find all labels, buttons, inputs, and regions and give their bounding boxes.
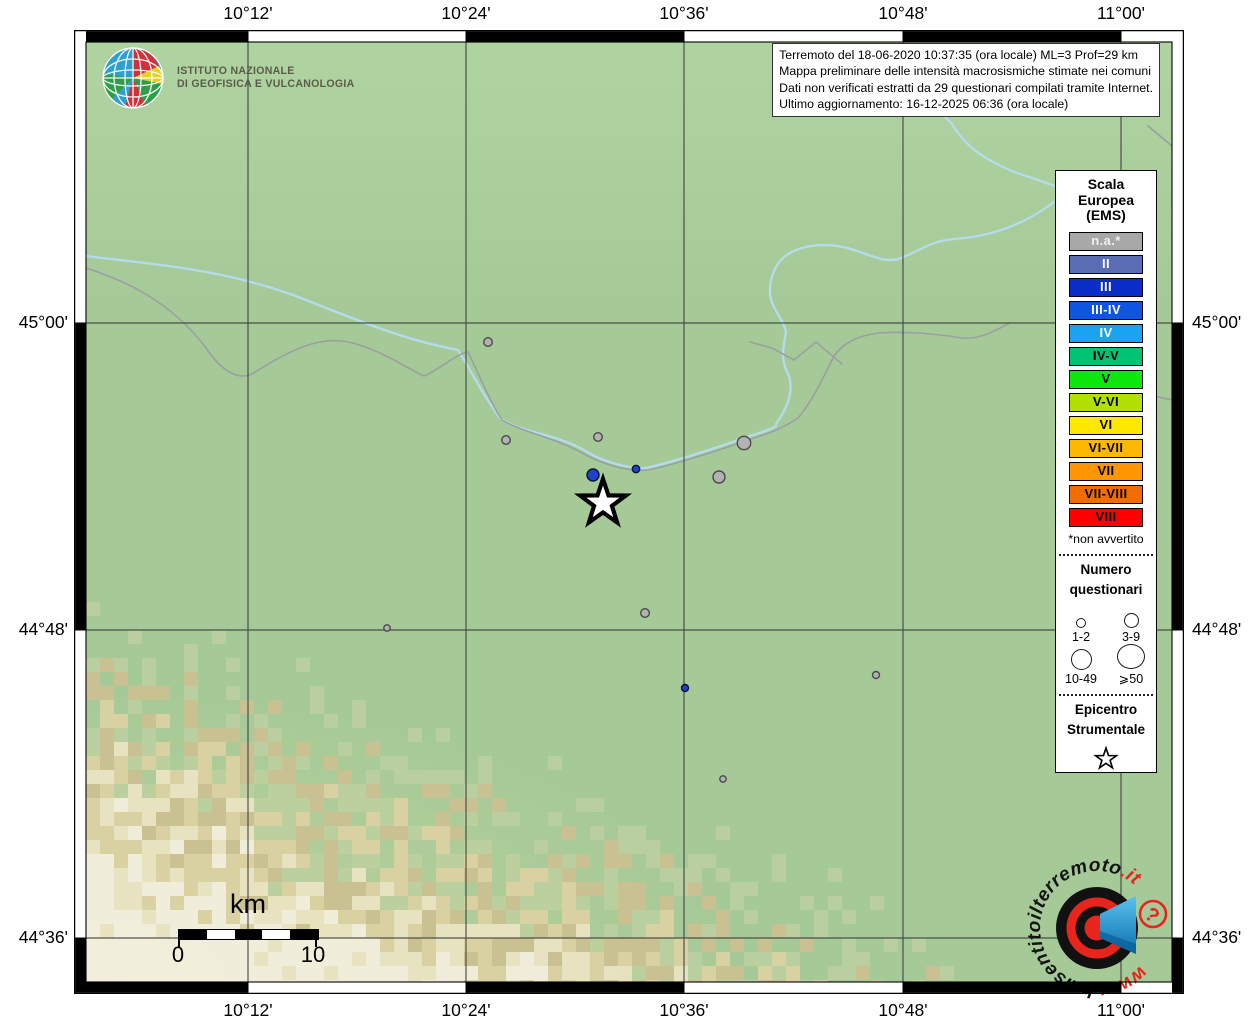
axis-label-top: 11°00'	[1097, 3, 1145, 23]
not-felt-questionnaire-point	[483, 337, 494, 348]
scalebar-segment	[179, 930, 207, 939]
axis-label-right: 45°00'	[1192, 312, 1242, 332]
not-felt-questionnaire-point	[736, 435, 752, 451]
felt-questionnaire-point	[586, 468, 600, 482]
questionnaires-title-line2: questionari	[1069, 581, 1143, 597]
ingv-line2: DI GEOFISICA E VULCANOLOGIA	[177, 78, 355, 90]
scalebar-start-label: 0	[171, 942, 185, 967]
legend-title-line1: Scala	[1087, 176, 1125, 192]
epicenter-title-line1: Epicentro	[1074, 701, 1138, 717]
legend-divider-1	[1059, 553, 1153, 556]
felt-questionnaire-point	[631, 464, 641, 474]
legend-panel: Scala Europea (EMS) n.a.* II III III-IV IV IV…	[1055, 170, 1157, 773]
epicenter-legend-title: Epicentro Strumentale	[1056, 700, 1156, 740]
intensity-chip: V-VI	[1069, 392, 1143, 412]
axis-label-left: 44°48'	[18, 619, 68, 639]
questionnaire-size-circle-icon	[1123, 612, 1139, 628]
intensity-chip: V	[1069, 369, 1143, 389]
axis-label-bottom: 10°36'	[659, 1000, 709, 1020]
info-line-updated: Ultimo aggiornamento: 16-12-2025 06:36 (…	[779, 96, 1069, 111]
axis-label-bottom: 10°24'	[441, 1000, 491, 1020]
scalebar-unit-label: km	[230, 889, 266, 919]
questionnaire-size-item: 3-9	[1106, 602, 1156, 644]
ingv-wordmark: ISTITUTO NAZIONALE DI GEOFISICA E VULCAN…	[177, 65, 355, 92]
axis-label-right: 44°48'	[1192, 619, 1242, 639]
map-canvas	[86, 42, 1172, 982]
ingv-globe-icon	[102, 47, 164, 109]
intensity-chip: III-IV	[1069, 300, 1143, 320]
not-felt-questionnaire-point	[501, 435, 512, 446]
intensity-chip: VI	[1069, 415, 1143, 435]
questionnaire-size-label: 10-49	[1065, 671, 1097, 686]
scalebar-segment	[206, 930, 235, 939]
axis-label-bottom: 10°48'	[878, 1000, 928, 1020]
intensity-chip: III	[1069, 277, 1143, 297]
info-line-data-source: Dati non verificati estratti da 29 quest…	[779, 80, 1153, 95]
not-felt-questionnaire-point	[640, 608, 651, 619]
scalebar-segment	[234, 930, 263, 939]
legend-title-line2: Europea	[1077, 191, 1134, 208]
legend-title-line3: (EMS)	[1086, 207, 1126, 223]
questionnaire-size-label: 1-2	[1071, 629, 1091, 644]
not-felt-questionnaire-point	[719, 775, 727, 783]
intensity-chip: VII-VIII	[1069, 484, 1143, 504]
questionnaire-size-item: ⩾50	[1106, 643, 1156, 686]
epicenter-title-line2: Strumentale	[1066, 721, 1146, 737]
questionnaire-size-circle-icon	[1076, 617, 1086, 628]
axis-label-left: 45°00'	[18, 312, 68, 332]
questionnaire-size-item: 1-2	[1056, 602, 1106, 644]
questionnaire-size-label: 3-9	[1121, 629, 1141, 644]
intensity-chip: II	[1069, 254, 1143, 274]
questionnaire-size-circle-icon	[1070, 648, 1092, 670]
questionnaire-size-legend: 1-2 3-9 10-49 ⩾50	[1056, 602, 1156, 686]
ingv-logo: ISTITUTO NAZIONALE DI GEOFISICA E VULCAN…	[101, 46, 362, 110]
axis-label-top: 10°48'	[878, 3, 928, 23]
not-felt-questionnaire-point	[712, 470, 726, 484]
scalebar-segment	[262, 930, 291, 939]
axis-label-bottom: 10°12'	[223, 1000, 273, 1020]
questionnaire-size-label: ⩾50	[1118, 671, 1144, 686]
felt-questionnaire-point	[680, 683, 690, 693]
intensity-scale: n.a.* II III III-IV IV IV-V V V-VI VI VI-VII VII VI…	[1056, 231, 1156, 527]
scalebar-segment	[290, 930, 318, 939]
axis-label-left: 44°36'	[18, 927, 68, 947]
axis-label-right: 44°36'	[1192, 927, 1242, 947]
scalebar-end-label: 10	[300, 942, 326, 967]
intensity-chip: IV	[1069, 323, 1143, 343]
axis-label-bottom: 11°00'	[1097, 1000, 1145, 1020]
questionnaires-title-line1: Numero	[1080, 561, 1132, 577]
axis-label-top: 10°12'	[223, 3, 273, 23]
legend-footnote: *non avvertito	[1068, 531, 1144, 546]
earthquake-info-box: Terremoto del 18-06-2020 10:37:35 (ora l…	[772, 43, 1160, 118]
map-svg	[86, 42, 1172, 982]
ingv-line1: ISTITUTO NAZIONALE	[177, 64, 295, 77]
legend-title: Scala Europea (EMS)	[1056, 176, 1156, 224]
epicenter-legend-star-icon	[1093, 744, 1119, 770]
not-felt-questionnaire-point	[593, 432, 604, 443]
intensity-chip: IV-V	[1069, 346, 1143, 366]
info-line-map-type: Mappa preliminare delle intensità macros…	[779, 64, 1151, 79]
axis-label-top: 10°36'	[659, 3, 709, 23]
info-line-event: Terremoto del 18-06-2020 10:37:35 (ora l…	[779, 48, 1138, 62]
scalebar	[178, 929, 319, 940]
haisentitoilterremoto-logo: ? www.haisentitoilterremoto.it	[1024, 855, 1168, 1001]
intensity-chip: VI-VII	[1069, 438, 1143, 458]
intensity-chip: n.a.*	[1069, 231, 1143, 251]
intensity-chip: VIII	[1069, 507, 1143, 527]
not-felt-questionnaire-point	[871, 670, 881, 680]
questionnaires-title: Numero questionari	[1056, 560, 1156, 600]
questionnaire-size-item: 10-49	[1056, 644, 1106, 686]
questionnaire-size-circle-icon	[1117, 643, 1145, 669]
axis-label-top: 10°24'	[441, 3, 491, 23]
intensity-chip: VII	[1069, 461, 1143, 481]
legend-divider-2	[1059, 693, 1153, 696]
not-felt-questionnaire-point	[383, 624, 391, 632]
